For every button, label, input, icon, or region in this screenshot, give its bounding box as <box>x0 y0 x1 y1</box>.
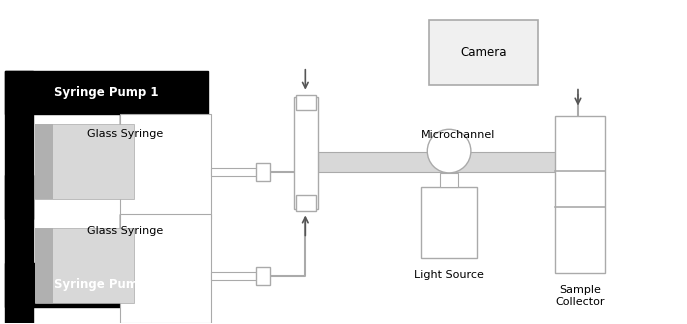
Bar <box>256 163 269 181</box>
Bar <box>440 173 458 187</box>
Bar <box>5 71 208 114</box>
Text: Glass Syringe: Glass Syringe <box>87 129 164 139</box>
Bar <box>318 152 578 172</box>
Bar <box>256 267 269 285</box>
Text: Syringe Pump 2: Syringe Pump 2 <box>54 278 158 291</box>
Bar <box>296 95 316 110</box>
Bar <box>429 20 539 85</box>
Bar <box>5 175 33 323</box>
Text: Camera: Camera <box>460 46 507 59</box>
Bar <box>120 214 211 323</box>
Bar <box>5 71 33 218</box>
Bar <box>34 124 52 199</box>
Bar <box>555 116 605 273</box>
Bar <box>34 228 134 303</box>
Bar <box>34 228 52 303</box>
Bar <box>296 195 316 211</box>
Bar <box>421 187 477 258</box>
Text: Sample
Collector: Sample Collector <box>555 285 605 307</box>
Text: Glass Syringe: Glass Syringe <box>87 226 164 237</box>
Text: Syringe Pump 1: Syringe Pump 1 <box>54 86 158 99</box>
Bar <box>120 114 148 164</box>
Bar <box>120 114 211 218</box>
Ellipse shape <box>427 129 471 173</box>
Bar <box>34 124 134 199</box>
Bar <box>295 97 318 209</box>
Text: Microchannel: Microchannel <box>421 130 495 140</box>
Bar <box>211 168 262 176</box>
Bar <box>5 263 208 307</box>
Bar <box>211 272 262 280</box>
Text: Light Source: Light Source <box>414 270 484 280</box>
Bar <box>120 214 148 263</box>
